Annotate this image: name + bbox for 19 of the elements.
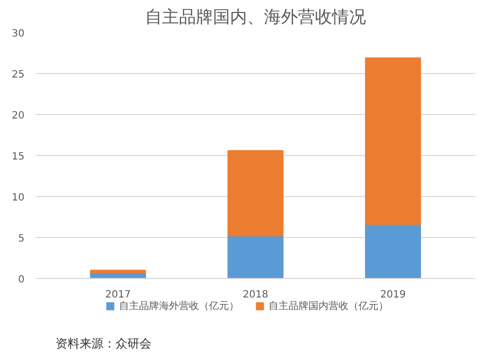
- bar: [90, 270, 146, 274]
- y-tick-label: 5: [18, 234, 25, 244]
- bar: [228, 235, 284, 278]
- bar: [365, 57, 421, 225]
- chart-title: 自主品牌国内、海外营收情况: [145, 8, 366, 28]
- bar: [228, 150, 284, 236]
- x-tick-label: 2019: [380, 290, 406, 300]
- legend-label: 自主品牌海外营收（亿元）: [119, 300, 240, 312]
- y-tick-label: 25: [12, 70, 25, 80]
- x-tick-label: 2018: [242, 290, 268, 300]
- legend-label: 自主品牌国内营收（亿元）: [268, 300, 389, 312]
- bar: [365, 224, 421, 278]
- y-tick-label: 15: [12, 152, 25, 162]
- x-tick-label: 2017: [105, 290, 131, 300]
- text: 资料来源：众研会: [56, 336, 152, 350]
- y-tick-label: 20: [12, 110, 25, 122]
- y-tick-label: 30: [12, 28, 25, 40]
- y-tick-label: 0: [18, 274, 25, 286]
- y-tick-label: 10: [12, 192, 25, 204]
